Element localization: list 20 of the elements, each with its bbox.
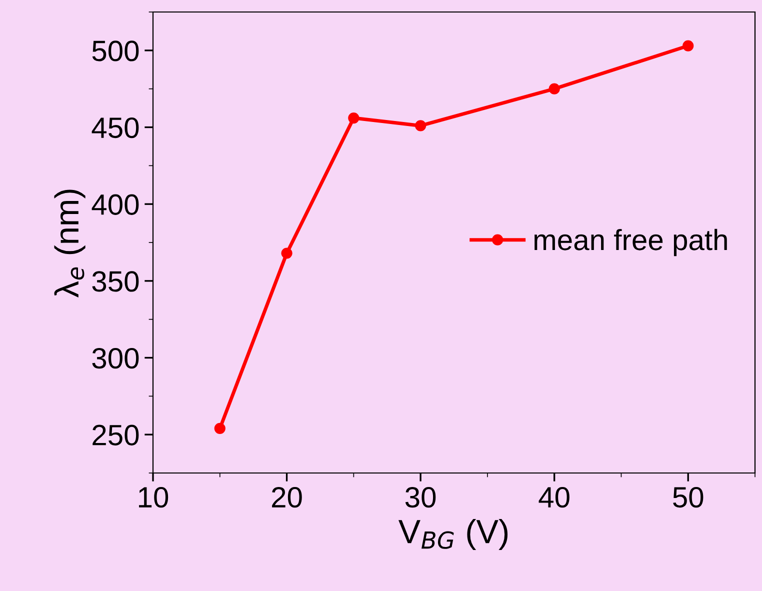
point (281, 248, 292, 259)
y-tick-label: 350 (92, 271, 139, 292)
legend-label: mean free path (534, 228, 727, 256)
point (348, 112, 360, 124)
y-axis-title: λ$_{e}$ (nm) (54, 190, 86, 298)
point (682, 40, 694, 52)
point (415, 120, 426, 132)
point (548, 83, 560, 94)
point (214, 422, 226, 434)
x-tick-label: 10 (139, 486, 168, 508)
x-tick-label: 50 (673, 486, 704, 508)
y-tick-label: 500 (92, 40, 139, 62)
x-axis-title: V$_{BG}$ (V) (398, 518, 508, 550)
y-tick-label: 250 (92, 424, 139, 446)
y-tick-label: 300 (92, 348, 139, 369)
x-tick-label: 20 (272, 486, 302, 508)
x-tick-label: 30 (405, 486, 436, 508)
x-tick-label: 40 (538, 486, 570, 508)
y-tick-label: 400 (92, 194, 139, 215)
y-tick-label: 450 (92, 117, 139, 138)
